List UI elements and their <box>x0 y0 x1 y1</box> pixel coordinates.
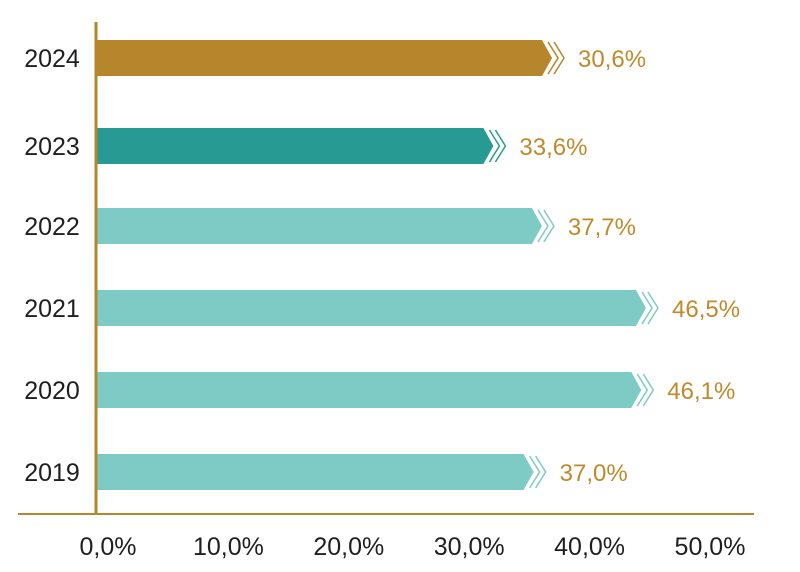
y-axis-labels: 2024 2023 2022 2021 2020 2019 <box>24 45 80 487</box>
data-label-2019: 37,0% <box>560 460 628 487</box>
bars-group <box>96 40 659 490</box>
bar-chevron-2023 <box>494 129 507 163</box>
data-labels: 30,6% 33,6% 37,7% 46,5% 46,1% 37,0% <box>519 46 740 487</box>
bar-chevron-2021 <box>641 291 653 325</box>
x-tick-label: 30,0% <box>434 533 505 561</box>
bar-2021 <box>96 290 646 326</box>
y-tick-label-2023: 2023 <box>24 133 80 161</box>
y-tick-label-2022: 2022 <box>24 213 80 241</box>
x-tick-label: 20,0% <box>313 533 384 561</box>
bar-chevron-2020 <box>642 373 655 407</box>
y-tick-label-2020: 2020 <box>24 377 80 405</box>
bar-2022 <box>96 208 542 244</box>
x-axis-labels: 0,0% 10,0% 20,0% 30,0% 40,0% 50,0% <box>80 533 746 561</box>
x-tick-label: 0,0% <box>80 533 137 561</box>
x-tick-label: 40,0% <box>554 533 625 561</box>
bar-2019 <box>96 454 534 490</box>
bar-chevron-2022 <box>543 209 555 243</box>
bar-chevron-2020 <box>636 373 649 407</box>
data-label-2022: 37,7% <box>568 214 636 241</box>
bar-chevron-2024 <box>553 41 565 75</box>
bar-2020 <box>96 372 642 408</box>
bar-2024 <box>96 40 553 76</box>
x-tick-label: 50,0% <box>675 533 746 561</box>
data-label-2023: 33,6% <box>519 134 587 161</box>
data-label-2024: 30,6% <box>578 46 646 73</box>
y-tick-label-2021: 2021 <box>24 295 80 323</box>
bar-chevron-2019 <box>534 455 547 489</box>
data-label-2020: 46,1% <box>667 378 735 405</box>
y-tick-label-2019: 2019 <box>24 459 80 487</box>
bar-chevron-2024 <box>547 41 559 75</box>
bar-chevron-2023 <box>488 129 501 163</box>
bar-2023 <box>96 128 494 164</box>
data-label-2021: 46,5% <box>672 296 740 323</box>
bar-chevron-2019 <box>528 455 541 489</box>
x-tick-label: 10,0% <box>193 533 264 561</box>
bar-chevron-2022 <box>537 209 549 243</box>
y-tick-label-2024: 2024 <box>24 45 80 73</box>
bar-chevron-2021 <box>647 291 659 325</box>
